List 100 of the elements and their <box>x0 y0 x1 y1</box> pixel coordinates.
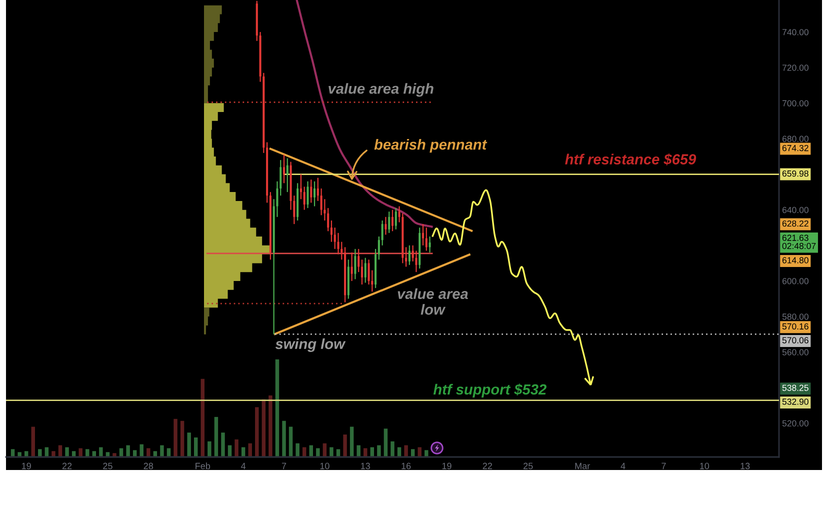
bar <box>18 452 22 457</box>
candlestick <box>364 257 366 284</box>
annotation: htf resistance $659 <box>565 154 696 166</box>
bar <box>350 426 354 457</box>
candlestick <box>286 158 288 193</box>
bar <box>140 444 144 457</box>
bar <box>248 443 252 457</box>
bar <box>44 447 49 457</box>
candlestick <box>388 211 390 234</box>
bar <box>424 450 428 457</box>
y-tick-label: 680.00 <box>782 136 808 142</box>
bar <box>288 426 293 457</box>
text: 628.22 <box>782 220 808 227</box>
text: 532.90 <box>782 398 808 405</box>
candlestick <box>408 244 410 266</box>
bar <box>187 432 191 457</box>
bar <box>356 445 360 457</box>
bar <box>302 447 306 457</box>
candlestick <box>350 252 353 282</box>
bar <box>99 447 103 457</box>
x-tick-label: Feb <box>196 462 210 470</box>
bar <box>390 441 394 457</box>
bar <box>384 428 388 457</box>
x-tick-label: 25 <box>524 462 533 470</box>
bar <box>65 447 69 457</box>
bar <box>78 448 82 457</box>
x-tick-label: 4 <box>241 462 246 470</box>
candlestick <box>282 154 286 184</box>
candlestick <box>354 248 356 280</box>
bar <box>330 447 334 457</box>
bar <box>52 451 56 457</box>
candlestick <box>300 174 302 200</box>
candlestick <box>303 186 306 210</box>
y-tick-label: 700.00 <box>782 100 808 106</box>
x-tick-label: 25 <box>103 462 112 470</box>
bar <box>282 420 286 457</box>
annotation: bearish pennant <box>374 139 488 153</box>
candlestick <box>425 227 428 252</box>
bar <box>10 449 15 457</box>
y-tick-label: 520.00 <box>782 420 808 426</box>
candlestick <box>405 246 408 268</box>
bar <box>166 448 171 457</box>
candlestick <box>381 220 384 246</box>
bar <box>31 426 35 457</box>
y-tick-label: 740.00 <box>782 29 808 36</box>
bar <box>377 445 381 457</box>
x-tick-label: 7 <box>662 462 666 470</box>
x-tick-label: 13 <box>740 462 750 470</box>
bar <box>404 445 408 457</box>
x-tick-label: 10 <box>320 462 330 470</box>
bar <box>370 447 374 457</box>
annotation: value area high <box>328 83 434 97</box>
annotation: value area low <box>398 288 468 315</box>
bar <box>364 448 368 457</box>
bar <box>410 449 415 457</box>
annotation: htf support $532 <box>433 384 546 398</box>
text: 538.25 <box>782 384 808 391</box>
candlestick <box>428 236 431 254</box>
x-tick-label: 22 <box>62 462 72 470</box>
x-tick-label: 19 <box>22 462 31 470</box>
candlestick <box>384 216 387 236</box>
bar <box>241 447 246 457</box>
bar <box>208 441 212 457</box>
y-tick-label: 640.00 <box>782 206 808 214</box>
text: 674.32 <box>782 144 808 152</box>
bar <box>343 434 347 457</box>
candlestick <box>422 224 424 246</box>
text: 570.06 <box>782 337 808 344</box>
annotation: swing low <box>275 338 346 352</box>
candlestick <box>358 248 360 273</box>
candlestick <box>391 209 394 232</box>
candlestick <box>310 179 312 204</box>
bar <box>119 448 124 457</box>
candlestick <box>327 207 330 232</box>
bar <box>38 449 42 457</box>
bar <box>146 448 150 457</box>
bar <box>214 416 218 457</box>
bar <box>397 447 402 457</box>
x-tick-label: 10 <box>700 462 710 470</box>
candlestick <box>360 259 364 286</box>
y-tick-label: 560.00 <box>782 349 808 356</box>
y-tick-label: 600.00 <box>782 278 808 284</box>
x-tick-label: Mar <box>575 462 590 470</box>
candlestick <box>306 180 309 209</box>
bar <box>174 418 178 457</box>
y-tick-label: 720.00 <box>782 64 808 71</box>
text: 614.80 <box>782 257 808 264</box>
y-tick-label: 580.00 <box>782 314 808 320</box>
x-tick-label: 7 <box>282 462 286 470</box>
candlestick <box>330 220 332 242</box>
bar <box>221 432 225 457</box>
bar <box>316 448 320 457</box>
bar <box>126 445 130 457</box>
bar <box>418 447 422 457</box>
x-tick-label: 22 <box>482 462 492 470</box>
bar <box>86 449 90 457</box>
x-tick-label: 16 <box>402 462 411 470</box>
bar <box>180 420 184 457</box>
text: 659.98 <box>782 170 808 177</box>
bar <box>296 443 300 457</box>
